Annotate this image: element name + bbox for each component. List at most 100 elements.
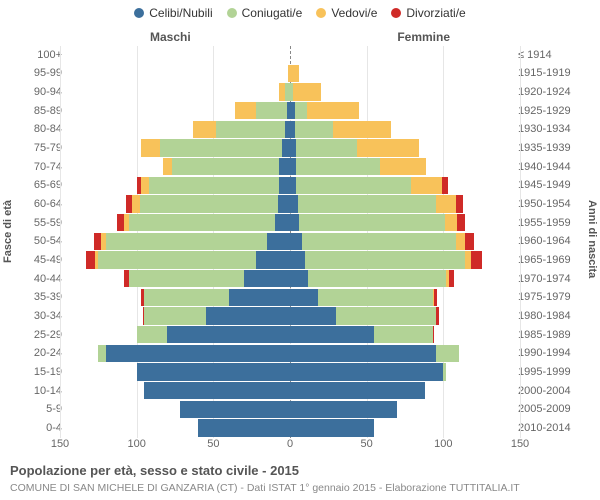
segment-div [471,251,482,268]
pyramid-row [60,177,520,194]
segment-cel [282,139,290,156]
age-label: 45-49 [0,255,62,266]
legend-label: Celibi/Nubili [149,6,212,20]
segment-div [457,214,465,231]
population-pyramid [60,46,520,438]
bar-male [60,307,290,324]
year-label: 1955-1959 [518,218,600,229]
pyramid-row [60,158,520,175]
segment-cel [206,307,290,324]
legend-swatch-coniugati [227,8,237,18]
legend: Celibi/Nubili Coniugati/e Vedovi/e Divor… [0,6,600,20]
segment-div [449,270,454,287]
segment-cel [167,326,290,343]
x-tick-label: 0 [287,438,293,450]
legend-item-divorziati: Divorziati/e [391,6,465,20]
segment-div [94,233,102,250]
pyramid-row [60,251,520,268]
segment-ved [380,158,426,175]
bar-male [60,289,290,306]
segment-ved [132,195,140,212]
segment-con [129,270,244,287]
segment-div [117,214,125,231]
segment-cel [290,401,397,418]
pyramid-row [60,102,520,119]
year-label: 1960-1964 [518,236,600,247]
pyramid-row [60,363,520,380]
segment-con [129,214,275,231]
segment-cel [275,214,290,231]
bar-male [60,326,290,343]
segment-cel [290,363,443,380]
age-label: 80-84 [0,124,62,135]
pyramid-row [60,270,520,287]
age-label: 10-14 [0,386,62,397]
segment-cel [290,251,305,268]
segment-cel [279,177,290,194]
year-label: 1935-1939 [518,143,600,154]
bar-male [60,270,290,287]
segment-con [216,121,285,138]
chart-title: Popolazione per età, sesso e stato civil… [10,463,299,478]
segment-con [256,102,287,119]
year-label: 1975-1979 [518,292,600,303]
segment-con [336,307,436,324]
bar-male [60,419,290,436]
bar-male [60,233,290,250]
segment-ved [141,139,159,156]
bar-female [290,270,520,287]
bar-male [60,345,290,362]
year-label: ≤ 1914 [518,50,600,61]
segment-con [160,139,283,156]
gridline [520,46,521,438]
age-label: 25-29 [0,330,62,341]
segment-con [98,251,256,268]
y-labels-years: ≤ 19141915-19191920-19241925-19291930-19… [518,46,600,438]
bar-female [290,289,520,306]
segment-cel [278,195,290,212]
y-labels-age: 100+95-9990-9485-8980-8475-7970-7465-696… [0,46,62,438]
age-label: 40-44 [0,274,62,285]
year-label: 1985-1989 [518,330,600,341]
bar-male [60,158,290,175]
age-label: 55-59 [0,218,62,229]
segment-cel [290,214,299,231]
x-tick-label: 50 [207,438,219,450]
segment-con [149,177,279,194]
segment-ved [307,102,359,119]
segment-ved [411,177,442,194]
year-label: 1990-1994 [518,348,600,359]
bar-male [60,65,290,82]
segment-ved [290,65,299,82]
segment-cel [290,382,425,399]
bar-female [290,345,520,362]
segment-con [443,363,446,380]
segment-ved [333,121,391,138]
segment-div [442,177,448,194]
segment-ved [141,177,149,194]
x-tick-label: 100 [434,438,452,450]
pyramid-row [60,46,520,63]
pyramid-row [60,214,520,231]
segment-ved [193,121,216,138]
year-label: 1945-1949 [518,180,600,191]
bar-male [60,121,290,138]
bar-male [60,214,290,231]
segment-ved [163,158,172,175]
year-label: 1965-1969 [518,255,600,266]
pyramid-row [60,307,520,324]
year-label: 2010-2014 [518,423,600,434]
bar-male [60,401,290,418]
bar-male [60,83,290,100]
segment-cel [290,345,436,362]
legend-label: Divorziati/e [406,6,465,20]
bar-female [290,83,520,100]
year-label: 1915-1919 [518,68,600,79]
pyramid-row [60,345,520,362]
bar-male [60,177,290,194]
segment-cel [290,307,336,324]
pyramid-row [60,326,520,343]
segment-con [305,251,464,268]
bar-female [290,326,520,343]
x-tick-label: 100 [127,438,145,450]
